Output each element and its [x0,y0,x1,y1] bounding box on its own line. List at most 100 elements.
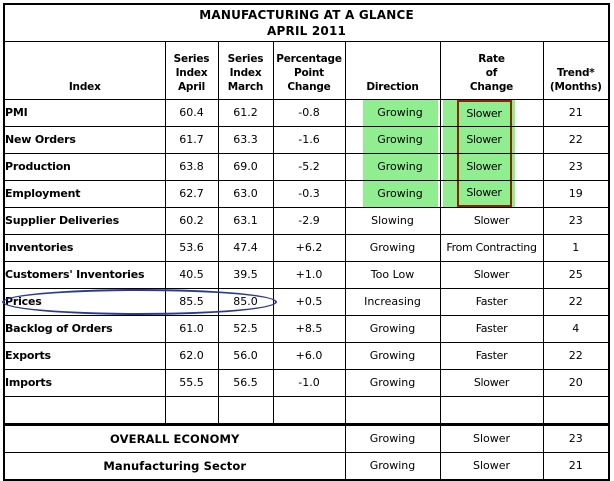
row-label: Customers' Inventories [3,260,166,289]
table-subtitle: APRIL 2011 [267,23,347,38]
cell-trend-months: 23 [542,206,610,235]
red-box-annotation: Slower [456,127,512,152]
rate-highlight: Slower [442,127,515,152]
row-label: PMI [3,98,166,127]
row-label: Imports [3,368,166,397]
column-header-percentage-point-change: Percentage Point Change [272,40,346,100]
column-header-series-index-march: Series Index March [217,40,274,100]
cell-series-index-march: 56.0 [217,341,274,370]
cell-rate-of-change: Slower [439,206,544,235]
direction-highlight: Growing [362,100,438,125]
cell-trend-months: 22 [542,125,610,154]
cell-direction: Growing [344,152,441,181]
cell-percentage-point-change: -2.9 [272,206,346,235]
row-prices: Prices 85.5 85.0 +0.5 Increasing Faster … [3,287,610,316]
cell-percentage-point-change: -0.8 [272,98,346,127]
red-box-annotation: Slower [473,376,510,389]
cell-rate-of-change: Faster [439,287,544,316]
cell-percentage-point-change: -0.3 [272,179,346,208]
cell-trend-months: 22 [542,341,610,370]
cell-series-index-april: 85.5 [164,287,219,316]
cell-series-index-march: 56.5 [217,368,274,397]
table-title: MANUFACTURING AT A GLANCE [199,7,414,22]
cell-series-index-april: 55.5 [164,368,219,397]
row-supplier-deliveries: Supplier Deliveries 60.2 63.1 -2.9 Slowi… [3,206,610,235]
manufacturing-at-a-glance-table: MANUFACTURING AT A GLANCE APRIL 2011 Ind… [3,3,611,481]
cell-percentage-point-change: -1.6 [272,125,346,154]
rate-highlight: Slower [441,208,542,233]
cell-trend-months: 22 [542,287,610,316]
cell-series-index-april: 61.7 [164,125,219,154]
cell-percentage-point-change: +8.5 [272,314,346,343]
cell-series-index-march: 85.0 [217,287,274,316]
rate-highlight: From Contracting [441,235,542,260]
cell-direction: Growing [344,179,441,208]
cell-direction: Growing [344,368,441,397]
cell-rate-of-change: Slower [439,152,544,181]
cell-direction: Growing [344,341,441,370]
row-employment: Employment 62.7 63.0 -0.3 Growing Slower… [3,179,610,208]
column-header-direction: Direction [344,40,441,100]
rate-highlight: Slower [442,154,515,179]
cell-series-index-march: 69.0 [217,152,274,181]
red-box-annotation: From Contracting [446,241,537,254]
cell-rate-of-change: Slower [439,368,544,397]
cell-direction: Growing [344,451,441,481]
cell-trend-months: 23 [542,152,610,181]
row-backlog-of-orders: Backlog of Orders 61.0 52.5 +8.5 Growing… [3,314,610,343]
cell-rate-of-change: Slower [439,98,544,127]
direction-highlight: Growing [369,241,416,254]
cell-direction: Growing [344,314,441,343]
cell-direction: Growing [344,233,441,262]
data-rows: PMI 60.4 61.2 -0.8 Growing Slower 21 New… [3,98,610,397]
cell-rate-of-change: Slower [439,260,544,289]
column-header-trend-months: Trend* (Months) [542,40,610,100]
rate-highlight: Faster [441,343,542,368]
direction-highlight: Growing [369,376,416,389]
spacer-row [3,395,610,425]
cell-series-index-march: 63.3 [217,125,274,154]
cell-rate-of-change: Faster [439,314,544,343]
cell-percentage-point-change: +6.2 [272,233,346,262]
rate-highlight: Faster [441,316,542,341]
summary-row-manufacturing-sector: Manufacturing Sector Growing Slower 21 [3,451,610,481]
cell-direction: Slowing [344,206,441,235]
column-header-rate-of-change: Rate of Change [439,40,544,100]
cell-rate-of-change: From Contracting [439,233,544,262]
row-label: Exports [3,341,166,370]
cell-trend-months: 21 [542,98,610,127]
rate-highlight: Slower [441,262,542,287]
rate-highlight: Faster [441,289,542,314]
row-production: Production 63.8 69.0 -5.2 Growing Slower… [3,152,610,181]
row-inventories: Inventories 53.6 47.4 +6.2 Growing From … [3,233,610,262]
column-header-row: Index Series Index April Series Index Ma… [3,40,610,100]
cell-direction: Growing [344,98,441,127]
cell-series-index-april: 40.5 [164,260,219,289]
cell-direction: Too Low [344,260,441,289]
cell-trend-months: 1 [542,233,610,262]
row-exports: Exports 62.0 56.0 +6.0 Growing Faster 22 [3,341,610,370]
red-box-annotation: Slower [473,214,510,227]
cell-series-index-april: 63.8 [164,152,219,181]
red-box-annotation: Faster [475,322,508,335]
summary-label: Manufacturing Sector [3,451,346,481]
cell-percentage-point-change: +1.0 [272,260,346,289]
table-title-row: MANUFACTURING AT A GLANCE APRIL 2011 [3,3,610,42]
row-customers-inventories: Customers' Inventories 40.5 39.5 +1.0 To… [3,260,610,289]
cell-trend-months: 20 [542,368,610,397]
rate-highlight: Slower [442,181,515,206]
red-box-annotation: Slower [456,181,512,206]
cell-percentage-point-change: -5.2 [272,152,346,181]
summary-section: OVERALL ECONOMY Growing Slower 23 Manufa… [3,395,610,481]
cell-trend-months: 4 [542,314,610,343]
red-box-annotation: Faster [475,295,508,308]
cell-rate-of-change: Faster [439,341,544,370]
direction-highlight: Growing [362,154,438,179]
cell-series-index-april: 62.7 [164,179,219,208]
cell-series-index-april: 62.0 [164,341,219,370]
cell-percentage-point-change: -1.0 [272,368,346,397]
cell-trend-months: 19 [542,179,610,208]
row-new-orders: New Orders 61.7 63.3 -1.6 Growing Slower… [3,125,610,154]
cell-percentage-point-change: +6.0 [272,341,346,370]
